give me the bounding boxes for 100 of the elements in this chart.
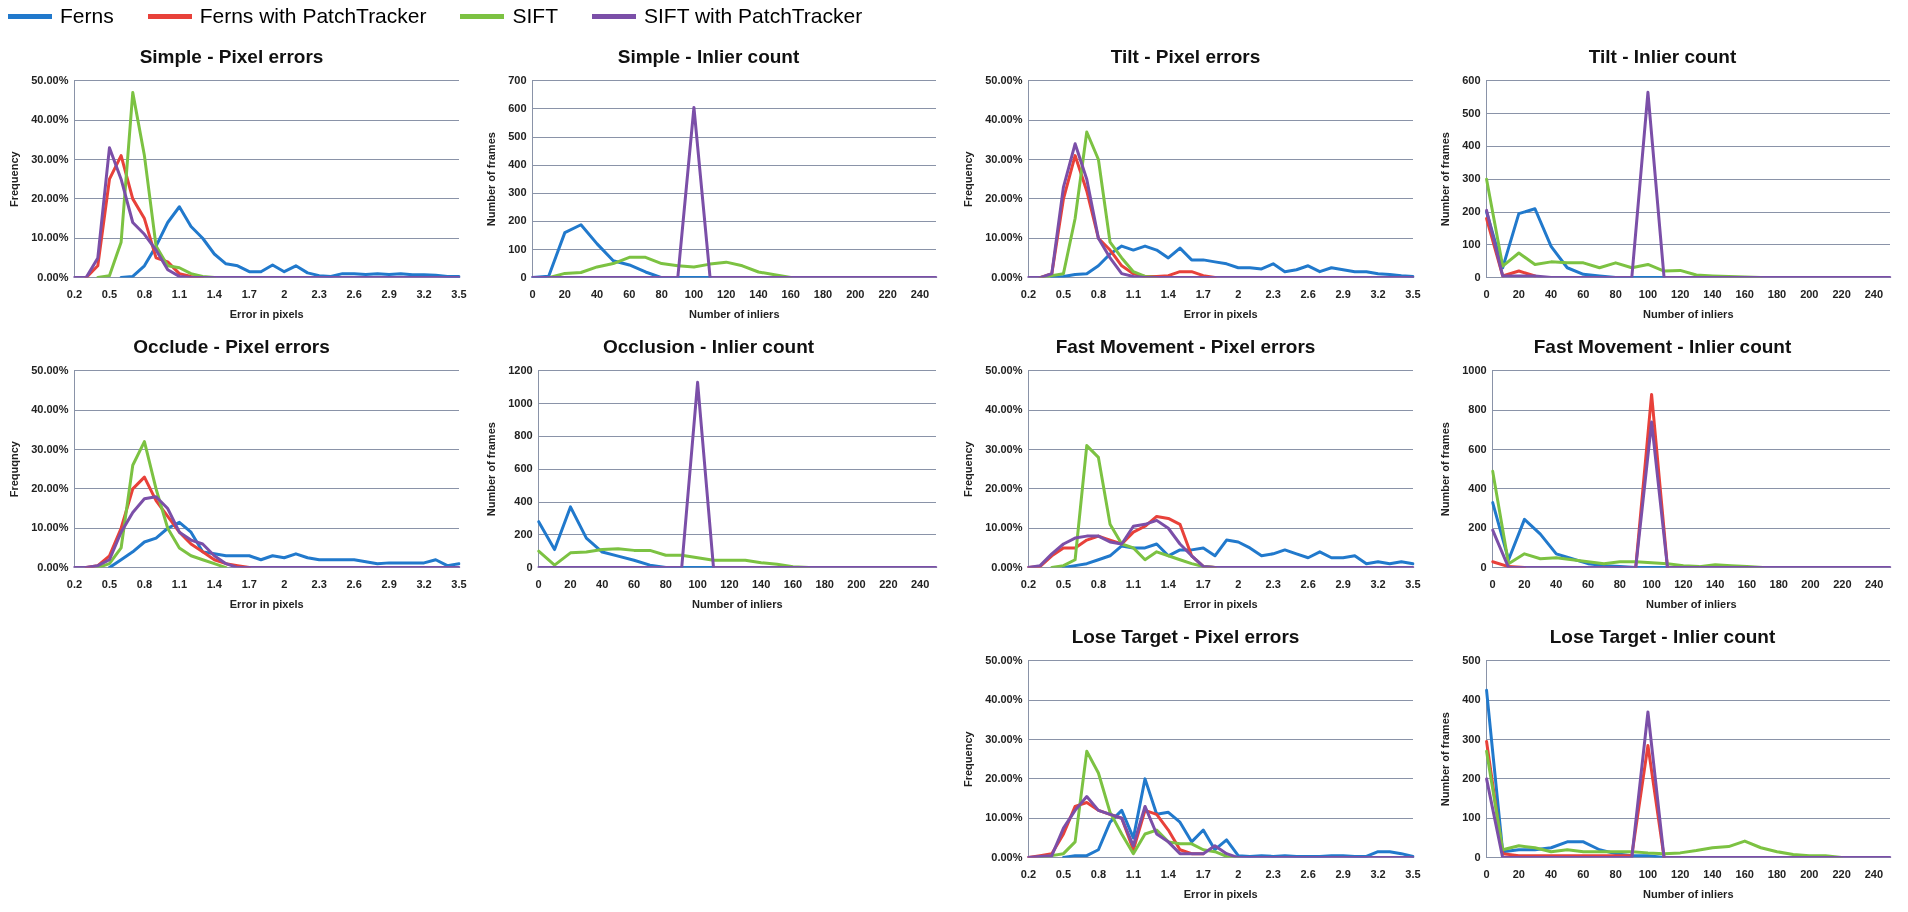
x-tick-label: 160 bbox=[1735, 868, 1754, 881]
y-tick-label: 200 bbox=[514, 527, 533, 540]
x-tick-label: 240 bbox=[1864, 288, 1884, 301]
x-axis-title: Error in pixels bbox=[1183, 308, 1258, 321]
x-tick-label: 220 bbox=[1833, 578, 1852, 591]
y-tick-label: 20.00% bbox=[985, 481, 1023, 494]
legend-label: Ferns bbox=[60, 4, 114, 28]
x-tick-label: 100 bbox=[684, 288, 704, 301]
x-tick-label: 60 bbox=[1581, 578, 1595, 591]
x-tick-label: 1.4 bbox=[206, 288, 223, 301]
y-tick-label: 1000 bbox=[508, 396, 533, 409]
chart-title: Simple - Pixel errors bbox=[139, 45, 324, 67]
chart-title: Occlusion - Inlier count bbox=[602, 335, 815, 357]
x-tick-label: 20 bbox=[1518, 578, 1531, 591]
x-tick-label: 40 bbox=[590, 288, 604, 301]
x-tick-label: 0.5 bbox=[1055, 868, 1072, 881]
chart-title: Lose Target - Pixel errors bbox=[1071, 625, 1300, 647]
x-axis-title: Error in pixels bbox=[229, 308, 304, 321]
x-tick-label: 1.4 bbox=[1160, 288, 1177, 301]
x-axis-title: Number of inliers bbox=[1646, 598, 1737, 611]
x-tick-label: 1.1 bbox=[171, 288, 188, 301]
x-tick-label: 0 bbox=[1489, 578, 1496, 591]
y-tick-label: 400 bbox=[1462, 693, 1481, 706]
x-tick-label: 140 bbox=[1706, 578, 1725, 591]
x-tick-label: 180 bbox=[1767, 288, 1787, 301]
x-tick-label: 220 bbox=[879, 578, 898, 591]
y-tick-label: 30.00% bbox=[985, 152, 1023, 165]
legend-label: Ferns with PatchTracker bbox=[199, 4, 427, 28]
x-tick-label: 2 bbox=[1235, 288, 1242, 301]
y-tick-label: 400 bbox=[1468, 481, 1487, 494]
x-tick-label: 2.9 bbox=[381, 578, 397, 591]
x-tick-label: 200 bbox=[1800, 288, 1819, 301]
x-tick-label: 220 bbox=[1832, 288, 1851, 301]
y-tick-label: 600 bbox=[1468, 442, 1487, 455]
y-tick-label: 600 bbox=[508, 101, 527, 114]
x-tick-label: 1.4 bbox=[1160, 868, 1177, 881]
x-tick-label: 0.8 bbox=[1090, 288, 1107, 301]
y-tick-label: 10.00% bbox=[31, 231, 69, 244]
x-tick-label: 160 bbox=[783, 578, 803, 591]
y-axis-title: Number of frames bbox=[484, 132, 497, 227]
x-tick-label: 40 bbox=[596, 578, 609, 591]
x-tick-label: 0.2 bbox=[1020, 868, 1037, 881]
y-tick-label: 200 bbox=[1468, 521, 1487, 534]
y-tick-label: 10.00% bbox=[31, 521, 69, 534]
x-tick-label: 1.4 bbox=[206, 578, 223, 591]
y-tick-label: 50.00% bbox=[985, 653, 1023, 666]
x-tick-label: 140 bbox=[1703, 288, 1722, 301]
y-axis-title: Frequency bbox=[961, 150, 974, 208]
x-tick-label: 0.2 bbox=[66, 288, 83, 301]
x-tick-label: 120 bbox=[1671, 288, 1690, 301]
x-axis-title: Error in pixels bbox=[1183, 888, 1258, 901]
y-tick-label: 30.00% bbox=[985, 442, 1023, 455]
x-tick-label: 100 bbox=[688, 578, 707, 591]
y-tick-label: 1000 bbox=[1462, 363, 1487, 376]
x-tick-label: 100 bbox=[1638, 288, 1658, 301]
y-tick-label: 50.00% bbox=[985, 73, 1023, 86]
x-tick-label: 0.5 bbox=[1055, 578, 1072, 591]
x-axis-title: Number of inliers bbox=[689, 308, 780, 321]
x-tick-label: 2.6 bbox=[1300, 288, 1316, 301]
y-tick-label: 40.00% bbox=[31, 113, 69, 126]
x-tick-label: 20 bbox=[558, 288, 571, 301]
y-axis-title: Number of frames bbox=[1438, 422, 1451, 517]
chart-title: Fast Movement - Pixel errors bbox=[1055, 335, 1316, 357]
y-tick-label: 100 bbox=[1462, 811, 1481, 824]
x-tick-label: 2.9 bbox=[381, 288, 397, 301]
x-axis-title: Error in pixels bbox=[229, 598, 304, 611]
x-tick-label: 140 bbox=[749, 288, 768, 301]
y-tick-label: 0.00% bbox=[991, 560, 1023, 573]
y-tick-label: 300 bbox=[508, 186, 527, 199]
y-tick-label: 0 bbox=[1474, 850, 1481, 863]
y-tick-label: 0.00% bbox=[37, 560, 69, 573]
x-tick-label: 1.7 bbox=[1195, 578, 1211, 591]
x-tick-label: 3.2 bbox=[416, 288, 432, 301]
x-tick-label: 2.3 bbox=[1265, 868, 1281, 881]
x-tick-label: 2.9 bbox=[1335, 288, 1351, 301]
y-tick-label: 800 bbox=[1468, 403, 1487, 416]
y-axis-title: Number of frames bbox=[484, 422, 497, 517]
x-tick-label: 0.2 bbox=[1020, 288, 1037, 301]
y-tick-label: 20.00% bbox=[985, 191, 1023, 204]
x-tick-label: 240 bbox=[910, 578, 930, 591]
x-tick-label: 40 bbox=[1544, 288, 1558, 301]
x-tick-label: 240 bbox=[1864, 868, 1884, 881]
x-tick-label: 2.6 bbox=[1300, 868, 1316, 881]
x-tick-label: 1.1 bbox=[171, 578, 188, 591]
y-tick-label: 40.00% bbox=[31, 403, 69, 416]
chart-title: Fast Movement - Inlier count bbox=[1533, 335, 1792, 357]
y-tick-label: 0.00% bbox=[991, 270, 1023, 283]
x-tick-label: 0.2 bbox=[66, 578, 83, 591]
y-tick-label: 200 bbox=[1462, 205, 1481, 218]
y-tick-label: 40.00% bbox=[985, 403, 1023, 416]
x-tick-label: 160 bbox=[1735, 288, 1754, 301]
x-tick-label: 2 bbox=[281, 578, 288, 591]
y-tick-label: 400 bbox=[1462, 139, 1481, 152]
x-tick-label: 240 bbox=[910, 288, 930, 301]
x-tick-label: 0.5 bbox=[101, 578, 118, 591]
y-tick-label: 400 bbox=[514, 495, 533, 508]
x-tick-label: 2 bbox=[281, 288, 288, 301]
x-tick-label: 200 bbox=[1801, 578, 1820, 591]
x-tick-label: 3.2 bbox=[1370, 868, 1386, 881]
x-axis-title: Number of inliers bbox=[1643, 888, 1734, 901]
